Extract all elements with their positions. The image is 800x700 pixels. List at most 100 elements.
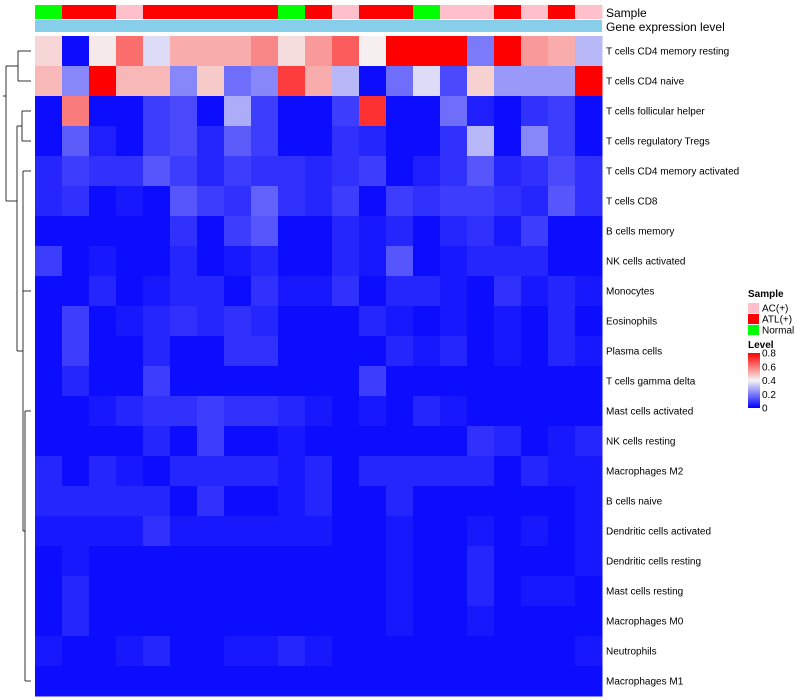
heatmap-cell: [170, 246, 198, 277]
heatmap-cell: [143, 366, 171, 397]
heatmap-cell: [575, 606, 603, 637]
heatmap-cell: [89, 366, 117, 397]
heatmap-cell: [224, 576, 252, 607]
heatmap-cell: [521, 126, 549, 157]
heatmap-cell: [305, 666, 333, 697]
heatmap-cell: [521, 546, 549, 577]
heatmap-cell: [278, 666, 306, 697]
heatmap-cell: [332, 36, 360, 67]
heatmap-cell: [305, 156, 333, 187]
heatmap-cell: [116, 186, 144, 217]
heatmap-cell: [332, 186, 360, 217]
heatmap-cell: [548, 66, 576, 97]
heatmap-cell: [467, 36, 495, 67]
heatmap-cell: [89, 186, 117, 217]
heatmap-cell: [197, 96, 225, 127]
heatmap-cell: [332, 396, 360, 427]
heatmap-cell: [197, 336, 225, 367]
heatmap-cell: [89, 156, 117, 187]
heatmap-cell: [359, 576, 387, 607]
heatmap-cell: [305, 66, 333, 97]
heatmap-cell: [494, 666, 522, 697]
heatmap-cell: [197, 456, 225, 487]
heatmap-cell: [386, 306, 414, 337]
heatmap-cell: [440, 636, 468, 667]
heatmap-cell: [251, 246, 279, 277]
row-label: T cells regulatory Tregs: [606, 137, 710, 148]
heatmap-cell: [116, 636, 144, 667]
heatmap-cell: [332, 456, 360, 487]
heatmap-cell: [386, 36, 414, 67]
heatmap-cell: [89, 606, 117, 637]
heatmap-cell: [170, 546, 198, 577]
heatmap-cell: [548, 156, 576, 187]
heatmap-cell: [575, 576, 603, 607]
heatmap-cell: [332, 636, 360, 667]
heatmap-cell: [170, 216, 198, 247]
heatmap-cell: [413, 96, 441, 127]
heatmap-cell: [440, 516, 468, 547]
heatmap-cell: [224, 516, 252, 547]
heatmap-cell: [386, 216, 414, 247]
heatmap-cell: [386, 426, 414, 457]
heatmap-cell: [413, 516, 441, 547]
row-label: Monocytes: [606, 287, 654, 298]
heatmap-cell: [548, 36, 576, 67]
heatmap-cell: [143, 36, 171, 67]
sample-annotation-cell: [440, 5, 468, 19]
heatmap-cell: [332, 66, 360, 97]
heatmap-cell: [332, 246, 360, 277]
heatmap-cell: [143, 66, 171, 97]
heatmap-cell: [89, 336, 117, 367]
row-label: Mast cells activated: [606, 407, 693, 418]
heatmap-cell: [386, 336, 414, 367]
heatmap-cell: [197, 636, 225, 667]
heatmap-cell: [467, 666, 495, 697]
heatmap-cell: [575, 66, 603, 97]
heatmap-cell: [197, 36, 225, 67]
heatmap-cell: [413, 36, 441, 67]
heatmap-cell: [332, 606, 360, 637]
heatmap-cell: [413, 186, 441, 217]
heatmap-cell: [278, 216, 306, 247]
heatmap-cell: [548, 126, 576, 157]
heatmap-cell: [116, 576, 144, 607]
heatmap-cell: [521, 666, 549, 697]
heatmap-cell: [278, 126, 306, 157]
heatmap-cell: [413, 156, 441, 187]
heatmap-cell: [89, 576, 117, 607]
heatmap-cell: [521, 426, 549, 457]
heatmap-cell: [386, 516, 414, 547]
heatmap-cell: [62, 216, 90, 247]
heatmap-cell: [197, 306, 225, 337]
heatmap-cell: [494, 36, 522, 67]
heatmap-cell: [224, 126, 252, 157]
heatmap-cell: [143, 246, 171, 277]
heatmap-cell: [305, 546, 333, 577]
heatmap-cell: [494, 156, 522, 187]
heatmap-cell: [548, 336, 576, 367]
heatmap-cell: [386, 156, 414, 187]
heatmap-cell: [332, 336, 360, 367]
heatmap-cell: [62, 636, 90, 667]
heatmap-cell: [521, 96, 549, 127]
heatmap-cell: [278, 186, 306, 217]
row-labels: T cells CD4 memory resting T cells CD4 na…: [606, 47, 739, 688]
heatmap-cell: [35, 66, 63, 97]
heatmap-cell: [224, 156, 252, 187]
heatmap-cell: [467, 516, 495, 547]
heatmap-cell: [251, 306, 279, 337]
heatmap-cell: [548, 456, 576, 487]
heatmap-cell: [440, 546, 468, 577]
heatmap-cell: [440, 396, 468, 427]
heatmap-cell: [548, 366, 576, 397]
heatmap-cell: [62, 366, 90, 397]
heatmap-cell: [143, 486, 171, 517]
heatmap-cell: [170, 456, 198, 487]
heatmap-cell: [575, 666, 603, 697]
heatmap-cell: [332, 366, 360, 397]
heatmap-cell: [116, 366, 144, 397]
heatmap-cell: [170, 156, 198, 187]
heatmap-cell: [251, 516, 279, 547]
heatmap-cell: [143, 636, 171, 667]
